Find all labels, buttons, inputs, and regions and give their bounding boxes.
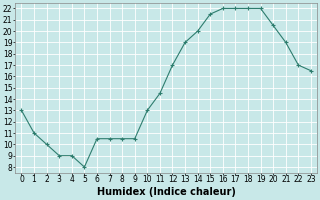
X-axis label: Humidex (Indice chaleur): Humidex (Indice chaleur) — [97, 187, 236, 197]
